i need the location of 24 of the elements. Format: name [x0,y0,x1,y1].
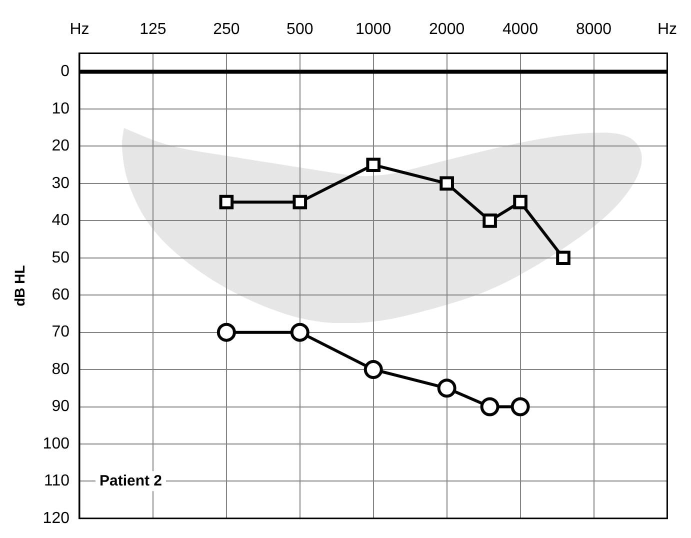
y-tick-label: 20 [52,138,70,155]
y-tick-label: 70 [52,324,70,341]
annotation: Patient 2 [99,472,162,490]
x-tick-label: 500 [286,21,314,38]
x-tick-label: 8000 [576,21,612,38]
y-tick-label: 40 [52,212,70,230]
y-tick-label: 110 [44,472,70,490]
x-tick-label: Hz [657,21,678,38]
y-tick-label: 10 [52,100,70,118]
y-tick-label: 90 [52,398,70,416]
x-tick-label: Hz [70,21,90,38]
x-tick-label: 2000 [429,21,465,38]
x-tick-label: 125 [140,21,166,38]
x-tick-label: 250 [213,21,240,38]
y-tick-label: 100 [42,435,70,452]
y-tick-label: 120 [42,510,70,527]
y-tick-label: 80 [52,360,70,378]
y-tick-label: 50 [52,249,70,266]
y-tick-label: 30 [52,174,70,192]
y-tick-label: 0 [60,63,70,80]
y-tick-label: 60 [52,286,70,304]
x-tick-label: 1000 [356,21,392,38]
x-tick-label: 4000 [502,21,538,38]
y-axis-title: dB HL [11,264,28,306]
